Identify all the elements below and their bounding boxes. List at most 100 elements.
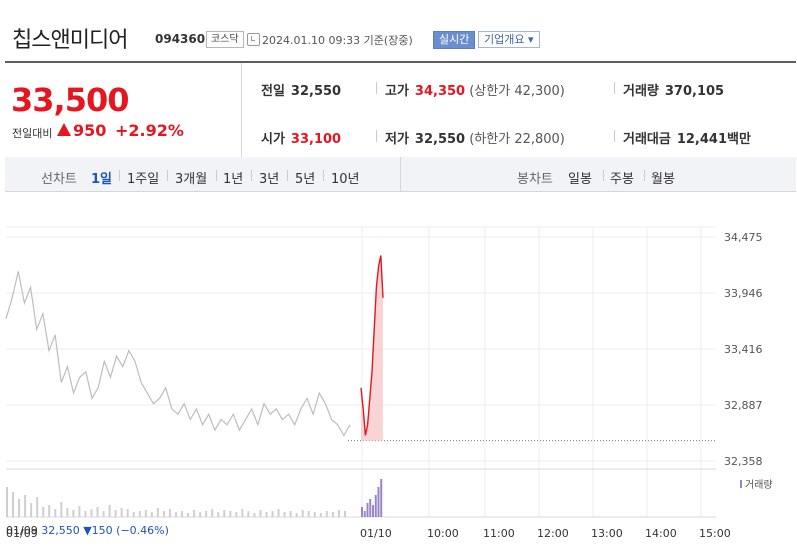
high-label: 고가 — [385, 84, 409, 99]
realtime-button[interactable]: 실시간 — [433, 31, 476, 49]
volume-bar — [301, 510, 304, 517]
lower-limit: (하한가 22,800) — [469, 132, 565, 147]
volume-bar-today — [366, 503, 369, 517]
chart-grid — [6, 226, 716, 518]
volume-bar — [181, 511, 184, 517]
low-value: 32,550 — [414, 132, 466, 147]
change-label: 전일대비 — [12, 127, 53, 140]
divider — [287, 170, 288, 181]
high-value: 34,350 — [414, 84, 466, 99]
volume-bar — [54, 509, 57, 517]
volume-bar — [24, 495, 27, 517]
divider — [614, 130, 615, 142]
volume-bar — [66, 508, 69, 517]
footer-price: 32,550 — [41, 524, 80, 537]
volume-bar — [132, 512, 135, 517]
divider — [216, 170, 217, 181]
tab-3year[interactable]: 3년 — [259, 172, 280, 187]
volume-bar-today — [363, 511, 366, 517]
volume-bar — [331, 512, 334, 517]
volume-bar — [30, 503, 33, 517]
volume-bar — [229, 511, 232, 517]
footer-change: ▼150 (−0.46%) — [83, 524, 169, 537]
volume-bar-today — [369, 499, 372, 517]
volume-bar — [90, 509, 93, 517]
tab-monthly[interactable]: 월봉 — [651, 172, 675, 187]
volume-chart: 거래량 — [6, 479, 773, 517]
x-tick-label: 10:00 — [427, 527, 459, 540]
divider — [251, 170, 252, 181]
volume-bar — [18, 499, 21, 517]
volume-bar — [84, 511, 87, 517]
prev-close: 전일 32,550 — [261, 80, 341, 99]
volume-bar — [48, 505, 51, 517]
volume-bar — [307, 511, 310, 517]
volume-bar — [126, 509, 129, 517]
tab-1year[interactable]: 1년 — [223, 172, 244, 187]
y-tick-label: 33,946 — [724, 287, 763, 300]
tab-5year[interactable]: 5년 — [295, 172, 316, 187]
high-price: 고가 34,350 (상한가 42,300) — [385, 80, 565, 99]
chart-tabs: 선차트 1일 1주일 3개월 1년 3년 5년 10년 봉차트 일봉 주봉 월봉 — [5, 157, 796, 192]
clock-icon — [247, 33, 260, 46]
price-chart[interactable]: 34,475 33,946 33,416 32,887 32,358 거래량 01/09… — [0, 195, 797, 540]
volume-bar-today — [377, 487, 380, 517]
tab-1day[interactable]: 1일 — [91, 172, 113, 187]
stock-name: 칩스앤미디어 — [12, 28, 128, 53]
volume-value: 370,105 — [664, 84, 725, 99]
volume-bar — [313, 512, 316, 517]
up-arrow-icon — [57, 123, 71, 136]
amount-value: 12,441 — [676, 132, 728, 147]
volume-bar — [295, 513, 298, 517]
amount-label: 거래대금 — [623, 132, 671, 147]
header: 칩스앤미디어 094360 코스닥 2024.01.10 09:33 기준(장중… — [0, 0, 797, 58]
volume-bar — [211, 509, 214, 517]
divider — [376, 130, 377, 142]
volume-bar — [120, 508, 123, 517]
y-tick-label: 32,358 — [724, 455, 763, 468]
volume-bar-today — [380, 479, 383, 517]
tab-weekly[interactable]: 주봉 — [610, 172, 634, 187]
volume-bar — [102, 511, 105, 517]
price-box: 33,500 전일대비 950 +2.92% — [5, 63, 242, 159]
volume-bar-today — [374, 495, 377, 517]
volume-bar — [277, 509, 280, 517]
amount-unit: 백만 — [727, 132, 751, 147]
volume-bar — [6, 487, 8, 517]
upper-limit: (상한가 42,300) — [469, 84, 565, 99]
volume-legend-label: 거래량 — [745, 479, 773, 491]
open-value: 33,100 — [290, 132, 342, 147]
x-tick-label: 15:00 — [699, 527, 731, 540]
volume-bar — [72, 510, 75, 517]
tab-1week[interactable]: 1주일 — [127, 172, 160, 187]
volume-bar — [247, 511, 250, 517]
today-line — [360, 255, 384, 436]
y-tick-label: 32,887 — [724, 399, 763, 412]
footer-prev-info: 01/09 32,550 ▼150 (−0.46%) — [6, 524, 169, 537]
tab-10year[interactable]: 10년 — [331, 172, 360, 187]
volume-bar — [162, 511, 165, 517]
x-tick-label: 14:00 — [645, 527, 677, 540]
volume-bar — [283, 512, 286, 517]
volume-bar-today — [361, 507, 363, 517]
y-tick-label: 33,416 — [724, 343, 763, 356]
prev-day-line — [5, 271, 351, 437]
volume-bar — [78, 506, 81, 517]
current-price: 33,500 — [11, 81, 129, 119]
divider — [603, 170, 604, 181]
tab-daily[interactable]: 일봉 — [568, 172, 592, 187]
low-label: 저가 — [385, 132, 409, 147]
divider — [376, 82, 377, 94]
volume-bar — [150, 512, 153, 517]
y-tick-label: 34,475 — [724, 231, 763, 244]
x-tick-label: 13:00 — [591, 527, 623, 540]
volume-bar — [108, 505, 111, 517]
company-overview-button[interactable]: 기업개요 ▾ — [478, 31, 540, 48]
stock-code: 094360 — [155, 32, 206, 46]
volume-bar — [253, 513, 256, 517]
volume-bar — [156, 508, 159, 517]
volume-bar — [174, 512, 177, 517]
market-badge: 코스닥 — [206, 31, 244, 48]
tab-3month[interactable]: 3개월 — [175, 172, 208, 187]
x-tick-label: 11:00 — [483, 527, 515, 540]
